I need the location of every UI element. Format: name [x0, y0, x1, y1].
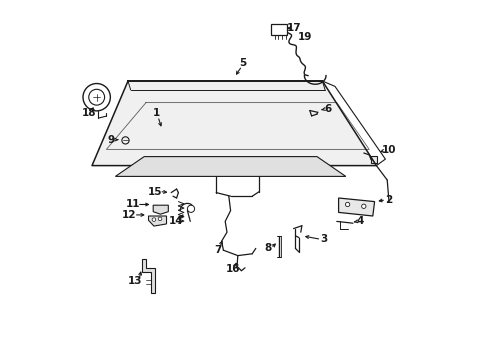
Text: 3: 3: [320, 234, 328, 244]
Text: 11: 11: [126, 199, 141, 210]
Text: 16: 16: [226, 264, 241, 274]
Text: 5: 5: [240, 58, 247, 68]
Text: 14: 14: [169, 216, 183, 226]
Polygon shape: [153, 205, 169, 214]
FancyBboxPatch shape: [271, 24, 287, 35]
Text: 13: 13: [128, 276, 143, 286]
Text: 18: 18: [82, 108, 97, 118]
Text: 12: 12: [122, 210, 136, 220]
Polygon shape: [143, 259, 155, 293]
Text: 10: 10: [382, 145, 396, 156]
Circle shape: [152, 218, 156, 221]
Text: 19: 19: [298, 32, 313, 42]
Circle shape: [362, 204, 366, 208]
Text: 2: 2: [385, 195, 392, 205]
Text: 15: 15: [148, 186, 162, 197]
Polygon shape: [92, 81, 376, 166]
Text: 8: 8: [265, 243, 272, 253]
Text: 7: 7: [214, 245, 221, 255]
Polygon shape: [339, 198, 374, 216]
Text: 4: 4: [357, 216, 364, 226]
Circle shape: [158, 217, 162, 221]
Polygon shape: [148, 216, 167, 226]
Text: 6: 6: [324, 104, 331, 114]
Text: 17: 17: [287, 23, 302, 33]
Polygon shape: [371, 156, 377, 163]
Polygon shape: [116, 157, 346, 176]
Text: 9: 9: [107, 135, 115, 145]
Text: 1: 1: [153, 108, 160, 118]
Circle shape: [345, 202, 350, 207]
